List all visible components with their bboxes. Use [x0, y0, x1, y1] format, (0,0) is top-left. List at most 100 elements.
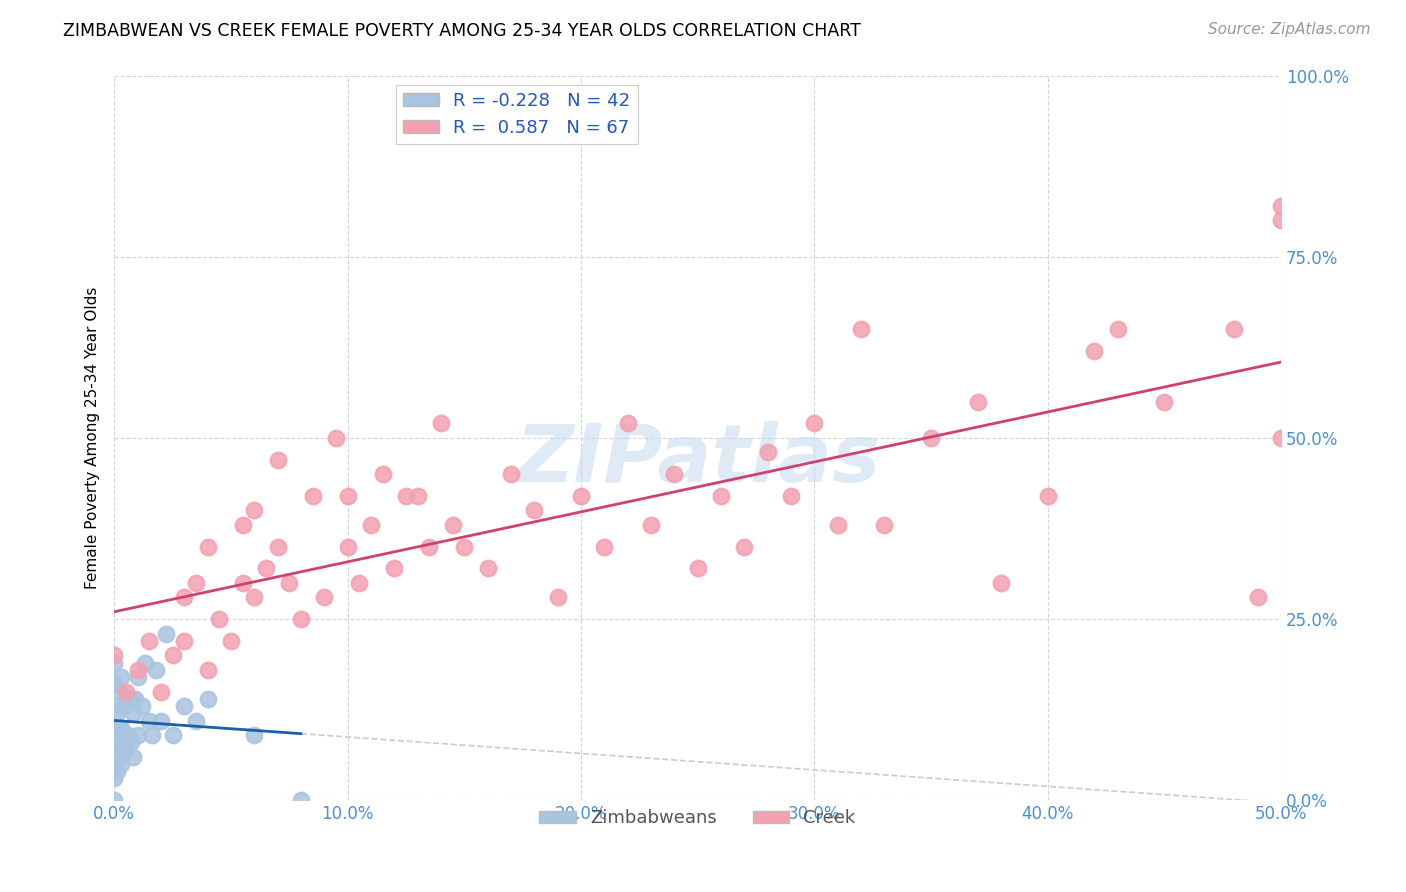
Point: [138, 633, 160, 648]
Point: [243, 591, 266, 605]
Point: [453, 540, 475, 554]
Point: [873, 517, 896, 532]
Point: [1270, 431, 1292, 445]
Point: [441, 517, 464, 532]
Point: [664, 467, 686, 482]
Point: [990, 575, 1012, 590]
Point: [616, 417, 638, 431]
Text: Source: ZipAtlas.com: Source: ZipAtlas.com: [1208, 22, 1371, 37]
Point: [1270, 199, 1292, 213]
Point: [103, 721, 125, 735]
Point: [290, 793, 312, 807]
Point: [569, 489, 592, 503]
Point: [266, 540, 288, 554]
Point: [120, 691, 142, 706]
Point: [124, 691, 146, 706]
Point: [197, 691, 219, 706]
Point: [103, 698, 125, 713]
Point: [105, 764, 128, 779]
Point: [301, 489, 323, 503]
Point: [112, 698, 135, 713]
Point: [418, 540, 440, 554]
Point: [115, 691, 138, 706]
Point: [149, 684, 172, 698]
Point: [1223, 322, 1246, 336]
Point: [219, 633, 242, 648]
Point: [110, 670, 132, 684]
Point: [208, 612, 231, 626]
Point: [108, 721, 131, 735]
Point: [117, 728, 139, 742]
Point: [138, 714, 160, 728]
Point: [149, 714, 172, 728]
Point: [112, 735, 135, 749]
Point: [141, 728, 163, 742]
Point: [108, 684, 131, 698]
Point: [849, 322, 872, 336]
Point: [108, 749, 131, 764]
Point: [103, 772, 125, 786]
Point: [115, 684, 138, 698]
Point: [155, 626, 177, 640]
Point: [127, 728, 149, 742]
Point: [430, 417, 453, 431]
Point: [231, 517, 253, 532]
Point: [733, 540, 755, 554]
Point: [103, 656, 125, 670]
Point: [347, 575, 370, 590]
Point: [254, 561, 277, 575]
Legend: Zimbabweans, Creek: Zimbabweans, Creek: [533, 802, 863, 835]
Point: [827, 517, 849, 532]
Point: [162, 728, 184, 742]
Text: ZIMBABWEAN VS CREEK FEMALE POVERTY AMONG 25-34 YEAR OLDS CORRELATION CHART: ZIMBABWEAN VS CREEK FEMALE POVERTY AMONG…: [63, 22, 860, 40]
Point: [686, 561, 709, 575]
Point: [173, 633, 195, 648]
Point: [1083, 343, 1105, 358]
Point: [121, 706, 143, 721]
Point: [197, 663, 219, 677]
Point: [477, 561, 499, 575]
Point: [523, 503, 546, 517]
Point: [593, 540, 616, 554]
Point: [162, 648, 184, 663]
Point: [115, 742, 138, 756]
Point: [966, 394, 988, 409]
Point: [105, 706, 128, 721]
Point: [231, 575, 253, 590]
Point: [131, 698, 153, 713]
Point: [640, 517, 662, 532]
Point: [1270, 213, 1292, 227]
Point: [120, 735, 142, 749]
Point: [278, 575, 301, 590]
Text: ZIPatlas: ZIPatlas: [515, 421, 880, 499]
Point: [1036, 489, 1059, 503]
Point: [920, 431, 942, 445]
Point: [110, 721, 132, 735]
Point: [103, 756, 125, 771]
Point: [243, 728, 266, 742]
Point: [547, 591, 569, 605]
Point: [103, 742, 125, 756]
Point: [1153, 394, 1175, 409]
Point: [184, 714, 207, 728]
Point: [173, 591, 195, 605]
Point: [173, 698, 195, 713]
Point: [121, 749, 143, 764]
Point: [127, 663, 149, 677]
Point: [1246, 591, 1268, 605]
Point: [803, 417, 825, 431]
Point: [110, 756, 132, 771]
Point: [336, 540, 359, 554]
Point: [499, 467, 522, 482]
Point: [395, 489, 418, 503]
Point: [325, 431, 347, 445]
Y-axis label: Female Poverty Among 25-34 Year Olds: Female Poverty Among 25-34 Year Olds: [86, 286, 100, 589]
Point: [197, 540, 219, 554]
Point: [184, 575, 207, 590]
Point: [1107, 322, 1129, 336]
Point: [371, 467, 394, 482]
Point: [360, 517, 382, 532]
Point: [780, 489, 803, 503]
Point: [105, 735, 128, 749]
Point: [134, 656, 156, 670]
